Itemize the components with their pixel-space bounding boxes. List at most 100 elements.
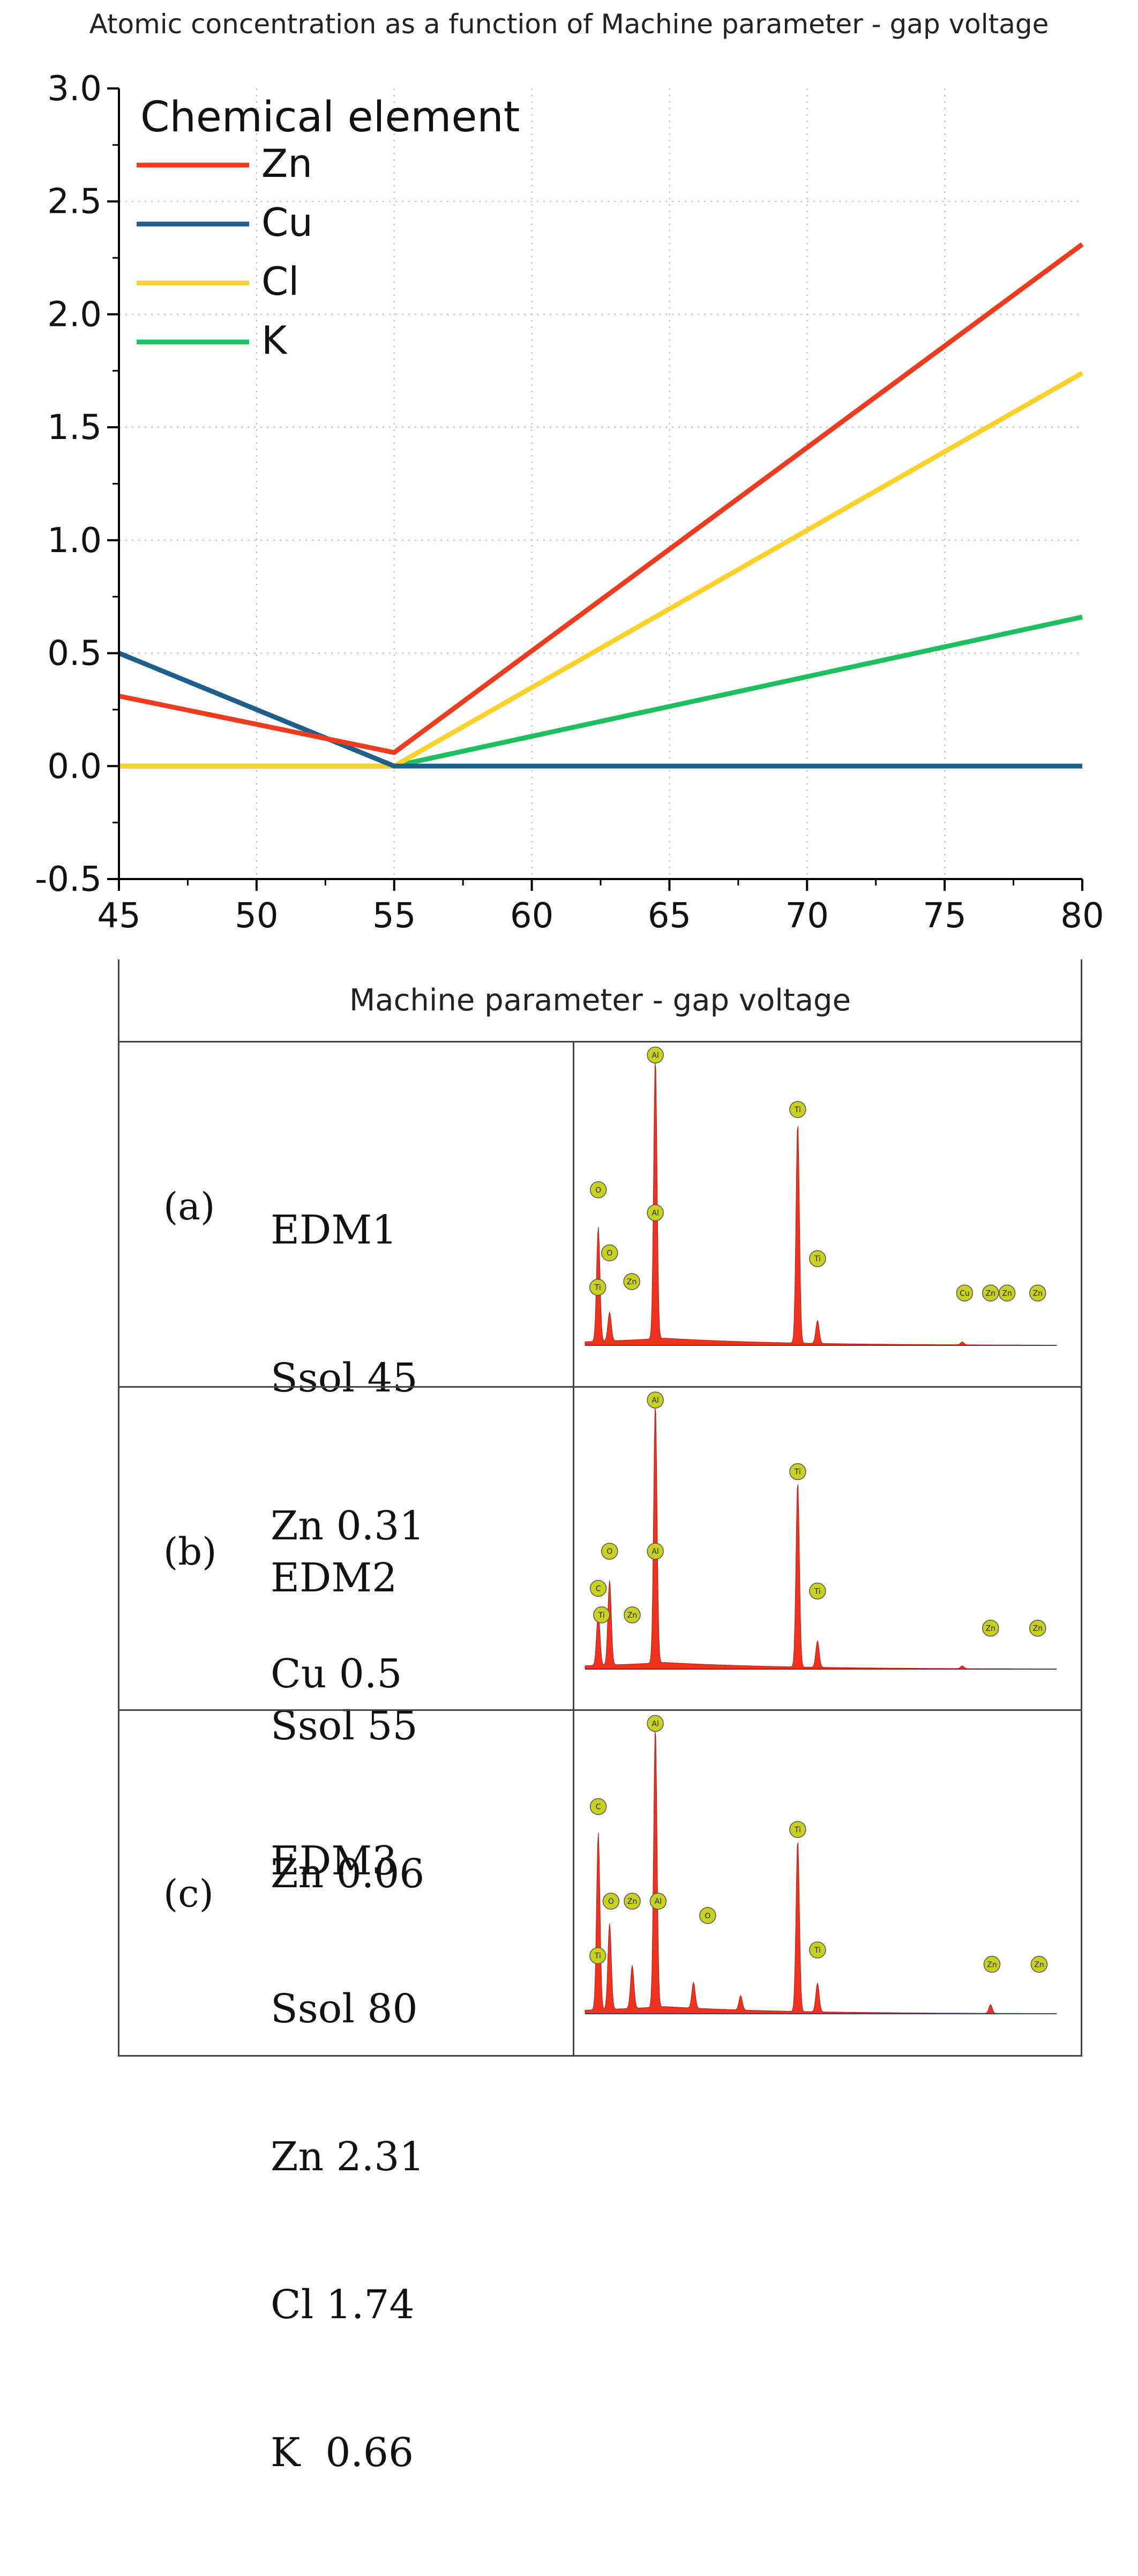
row-line: K 0.66 (271, 2430, 414, 2476)
peak-marker: Ti (789, 1463, 806, 1480)
y-tick-label: 2.0 (47, 295, 102, 334)
peak-marker-label: Zn (986, 1625, 995, 1633)
peak-marker-circle (982, 1619, 999, 1637)
peak-marker-label: Ti (598, 1611, 605, 1620)
peak-marker-label: Al (655, 1897, 662, 1906)
peak-marker-label: Zn (986, 1289, 995, 1298)
x-tick-label: 55 (372, 896, 416, 936)
y-tick-label: 2.5 (47, 182, 102, 222)
peak-marker-circle (593, 1606, 610, 1624)
peak-marker-circle (589, 1580, 607, 1597)
peak-marker: Al (647, 1715, 664, 1732)
eds-spectrum: Al C Ti O Al Zn O Ti Ti Zn Zn (585, 1715, 1057, 2014)
peak-marker-label: O (595, 1186, 601, 1195)
y-tick-label: 1.5 (47, 408, 102, 448)
x-axis-label-cell: Machine parameter - gap voltage (118, 959, 1082, 1043)
peak-marker: Zn (624, 1893, 641, 1910)
peak-marker-label: Ti (814, 1587, 821, 1596)
spectrum-cell: Al C Ti O Al Zn O Ti Ti Zn Zn (574, 1711, 1081, 2055)
x-axis-label: Machine parameter - gap voltage (349, 982, 851, 1018)
peak-marker: Al (647, 1046, 664, 1064)
peak-marker-label: Al (652, 1209, 658, 1218)
peak-marker: O (589, 1181, 607, 1198)
peak-marker-label: Ti (594, 1284, 601, 1292)
legend-label-cl: Cl (261, 259, 299, 304)
peak-marker: Zn (1029, 1284, 1046, 1302)
series-line-zn (118, 242, 1084, 755)
peak-marker: C (589, 1580, 607, 1597)
row-lines: EDM3 Ssol 80 Zn 2.31 Cl 1.74 K 0.66 (271, 1738, 424, 2576)
peak-marker: Ti (593, 1606, 610, 1624)
row-tag: (b) (163, 1530, 217, 1574)
peak-marker-circle (982, 1284, 999, 1302)
peak-marker-circle (998, 1284, 1016, 1302)
peak-marker-label: Ti (794, 1826, 801, 1834)
spectrum-fill (585, 1731, 1057, 2014)
peak-marker-label: Zn (627, 1278, 637, 1286)
peak-marker: Zn (982, 1284, 999, 1302)
legend-label-zn: Zn (261, 141, 312, 186)
peak-marker: C (589, 1798, 607, 1815)
peak-marker: Al (647, 1391, 664, 1409)
peak-marker: Cu (956, 1284, 974, 1302)
peak-marker-circle (647, 1715, 664, 1732)
peak-marker-circle (589, 1798, 607, 1815)
row-line: Cu 0.5 (271, 1651, 402, 1697)
peak-marker: Zn (1029, 1619, 1046, 1637)
peak-marker-circle (809, 1941, 826, 1959)
series-line-k (119, 614, 1083, 769)
peak-marker: Ti (789, 1821, 806, 1838)
peak-marker: O (601, 1244, 618, 1262)
x-tick-label: 65 (648, 896, 691, 936)
x-tick-label: 75 (923, 896, 966, 936)
peak-marker-circle (699, 1907, 716, 1924)
table-row: (c) EDM3 Ssol 80 Zn 2.31 Cl 1.74 K 0.66 … (118, 1709, 1082, 2476)
peak-marker-label: Zn (1002, 1289, 1012, 1298)
peak-marker: Zn (623, 1273, 640, 1290)
peak-marker-label: Zn (627, 1611, 637, 1620)
x-tick-label: 45 (97, 896, 140, 936)
peak-marker: Zn (998, 1284, 1016, 1302)
legend-label-k: K (261, 318, 288, 363)
peak-marker: Ti (809, 1582, 826, 1600)
peak-marker-label: Ti (794, 1106, 801, 1114)
y-tick-label: -0.5 (35, 860, 102, 899)
spectrum-cell: Al Ti O Al C Ti Zn Ti Zn Zn (574, 1388, 1081, 1709)
peak-marker-circle (623, 1273, 640, 1290)
peak-marker: Ti (589, 1947, 607, 1964)
peak-marker-label: O (608, 1897, 614, 1906)
axes (107, 87, 1083, 891)
peak-marker: Zn (624, 1606, 641, 1624)
peak-marker-label: Zn (1033, 1625, 1043, 1633)
row-line: Zn 0.31 (271, 1503, 425, 1549)
main-chart: Atomic concentration as a function of Ma… (35, 9, 1104, 936)
peak-marker-label: Zn (1033, 1289, 1043, 1298)
peak-marker-circle (1029, 1619, 1046, 1637)
peak-marker-circle (589, 1947, 607, 1964)
peak-marker-circle (647, 1204, 664, 1222)
peak-marker: O (602, 1893, 620, 1910)
peak-marker-circle (983, 1956, 1001, 1973)
peak-marker-circle (602, 1893, 620, 1910)
peak-marker-label: Al (652, 1396, 658, 1405)
peak-marker-label: Ti (594, 1952, 601, 1961)
peak-marker-label: Ti (794, 1468, 801, 1477)
peak-marker-label: Cu (960, 1289, 970, 1298)
peak-marker-circle (589, 1181, 607, 1198)
peak-marker-label: O (607, 1249, 612, 1258)
row-text-cell: (b) EDM2 Ssol 55 Zn 0.06 (119, 1388, 574, 1897)
peak-marker-label: O (705, 1912, 710, 1920)
x-tick-label: 60 (510, 896, 553, 936)
series-line-cl (119, 371, 1084, 769)
spectrum-cell: Al Ti O Al O Ti Zn Ti Cu Zn Zn Zn (574, 1043, 1081, 1386)
row-tag: (a) (163, 1185, 215, 1229)
peak-marker-circle (789, 1821, 806, 1838)
peak-marker: Zn (1030, 1956, 1048, 1973)
peak-marker-label: Zn (1034, 1961, 1044, 1969)
peak-marker: Zn (982, 1619, 999, 1637)
eds-spectrum: Al Ti O Al O Ti Zn Ti Cu Zn Zn Zn (585, 1046, 1057, 1346)
peak-marker-label: Ti (814, 1255, 821, 1263)
y-tick-label: 1.0 (47, 521, 102, 561)
peak-marker-circle (624, 1606, 641, 1624)
peak-marker-label: Ti (814, 1946, 821, 1955)
